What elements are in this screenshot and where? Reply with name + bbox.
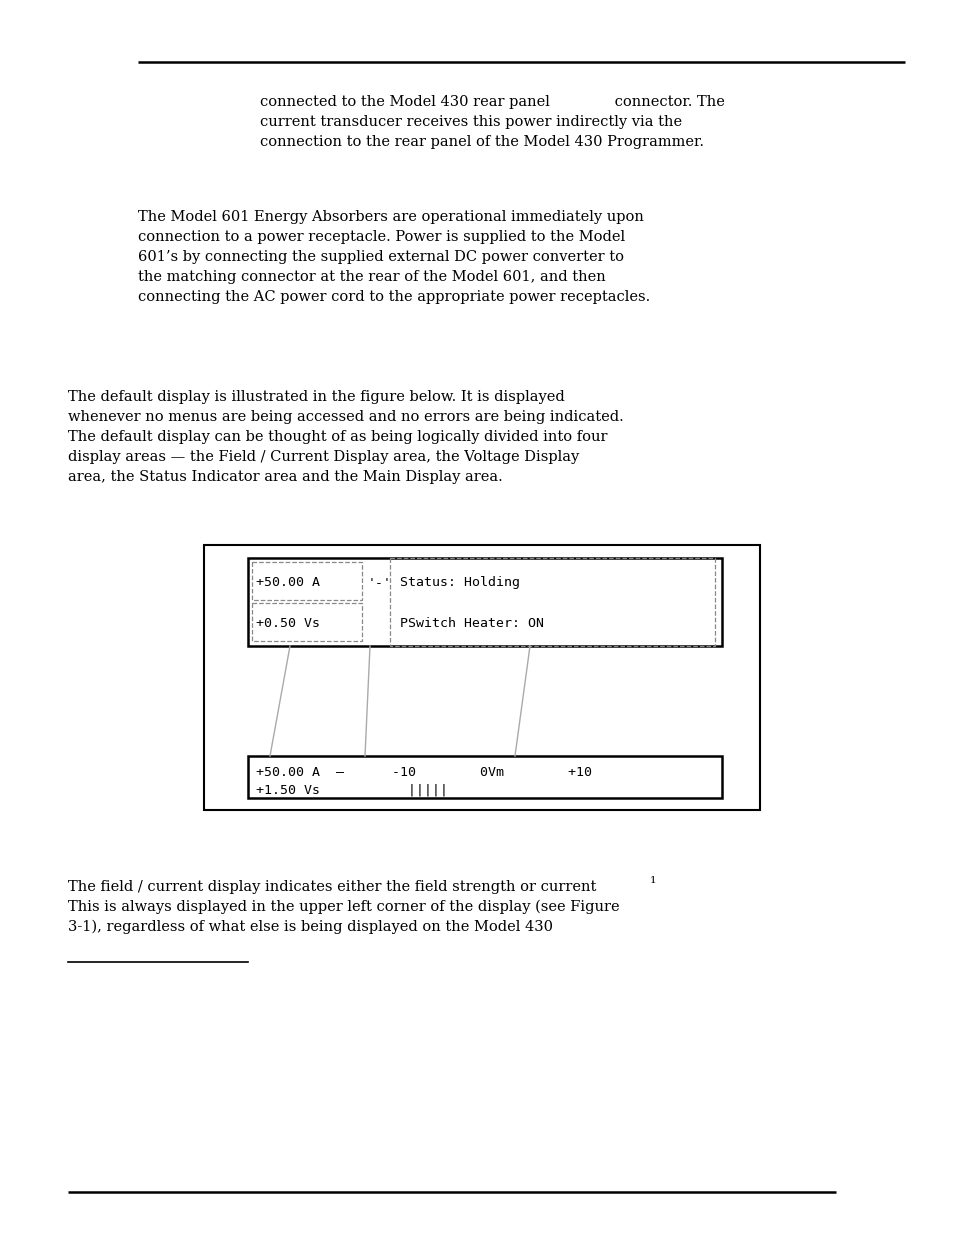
- Text: +1.50 Vs           |||||: +1.50 Vs |||||: [255, 784, 448, 797]
- Text: +50.00 A  –      -10        0Vm        +10: +50.00 A – -10 0Vm +10: [255, 766, 592, 779]
- Text: +0.50 Vs: +0.50 Vs: [255, 618, 319, 630]
- Bar: [248, 756, 721, 798]
- Bar: [252, 603, 361, 641]
- Bar: [390, 558, 714, 646]
- Bar: [252, 562, 361, 600]
- Text: Status: Holding: Status: Holding: [399, 576, 519, 589]
- Text: +50.00 A: +50.00 A: [255, 576, 319, 589]
- Text: PSwitch Heater: ON: PSwitch Heater: ON: [399, 618, 543, 630]
- Bar: [248, 558, 721, 646]
- Text: The Model 601 Energy Absorbers are operational immediately upon
connection to a : The Model 601 Energy Absorbers are opera…: [138, 210, 650, 304]
- Text: '-': '-': [368, 576, 392, 589]
- Text: The field / current display indicates either the field strength or current: The field / current display indicates ei…: [68, 881, 596, 894]
- Text: This is always displayed in the upper left corner of the display (see Figure: This is always displayed in the upper le…: [68, 900, 619, 914]
- Text: 1: 1: [649, 876, 656, 885]
- Text: 3-1), regardless of what else is being displayed on the Model 430: 3-1), regardless of what else is being d…: [68, 920, 553, 935]
- Bar: [204, 545, 760, 810]
- Text: The default display is illustrated in the figure below. It is displayed
whenever: The default display is illustrated in th…: [68, 390, 623, 484]
- Text: connected to the Model 430 rear panel              connector. The
current transd: connected to the Model 430 rear panel co…: [260, 95, 724, 149]
